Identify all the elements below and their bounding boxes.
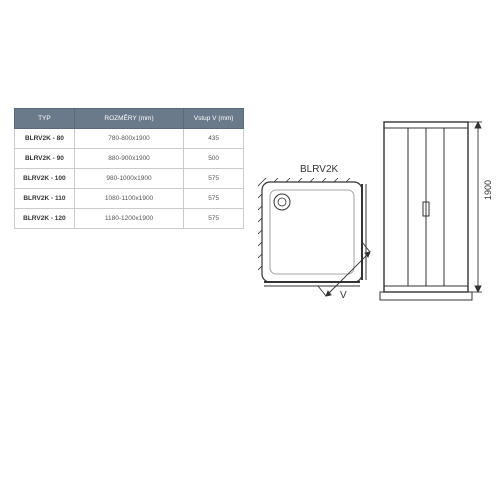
table-row: BLRV2K - 110 1080-1100x1900 575 [15, 189, 244, 209]
cell-rozmery: 1180-1200x1900 [74, 209, 183, 229]
table-row: BLRV2K - 100 980-1000x1900 575 [15, 169, 244, 189]
spec-table: TYP ROZMĚRY (mm) Vstup V (mm) BLRV2K - 8… [14, 108, 244, 229]
front-elevation [378, 118, 488, 308]
cell-vstup: 500 [184, 149, 244, 169]
table-row: BLRV2K - 80 780-800x1900 435 [15, 129, 244, 149]
cell-typ: BLRV2K - 120 [15, 209, 75, 229]
cell-vstup: 575 [184, 189, 244, 209]
col-rozmery: ROZMĚRY (mm) [74, 109, 183, 129]
cell-typ: BLRV2K - 110 [15, 189, 75, 209]
cell-typ: BLRV2K - 100 [15, 169, 75, 189]
col-typ: TYP [15, 109, 75, 129]
cell-vstup: 435 [184, 129, 244, 149]
cell-typ: BLRV2K - 80 [15, 129, 75, 149]
cell-vstup: 575 [184, 209, 244, 229]
cell-typ: BLRV2K - 90 [15, 149, 75, 169]
cell-vstup: 575 [184, 169, 244, 189]
v-label: V [340, 290, 347, 301]
height-label: 1900 [483, 180, 493, 200]
table-row: BLRV2K - 90 880-900x1900 500 [15, 149, 244, 169]
cell-rozmery: 1080-1100x1900 [74, 189, 183, 209]
table-row: BLRV2K - 120 1180-1200x1900 575 [15, 209, 244, 229]
col-vstup: Vstup V (mm) [184, 109, 244, 129]
cell-rozmery: 780-800x1900 [74, 129, 183, 149]
cell-rozmery: 880-900x1900 [74, 149, 183, 169]
topview-diagram [258, 178, 378, 318]
topview-label: BLRV2K [300, 164, 338, 175]
cell-rozmery: 980-1000x1900 [74, 169, 183, 189]
